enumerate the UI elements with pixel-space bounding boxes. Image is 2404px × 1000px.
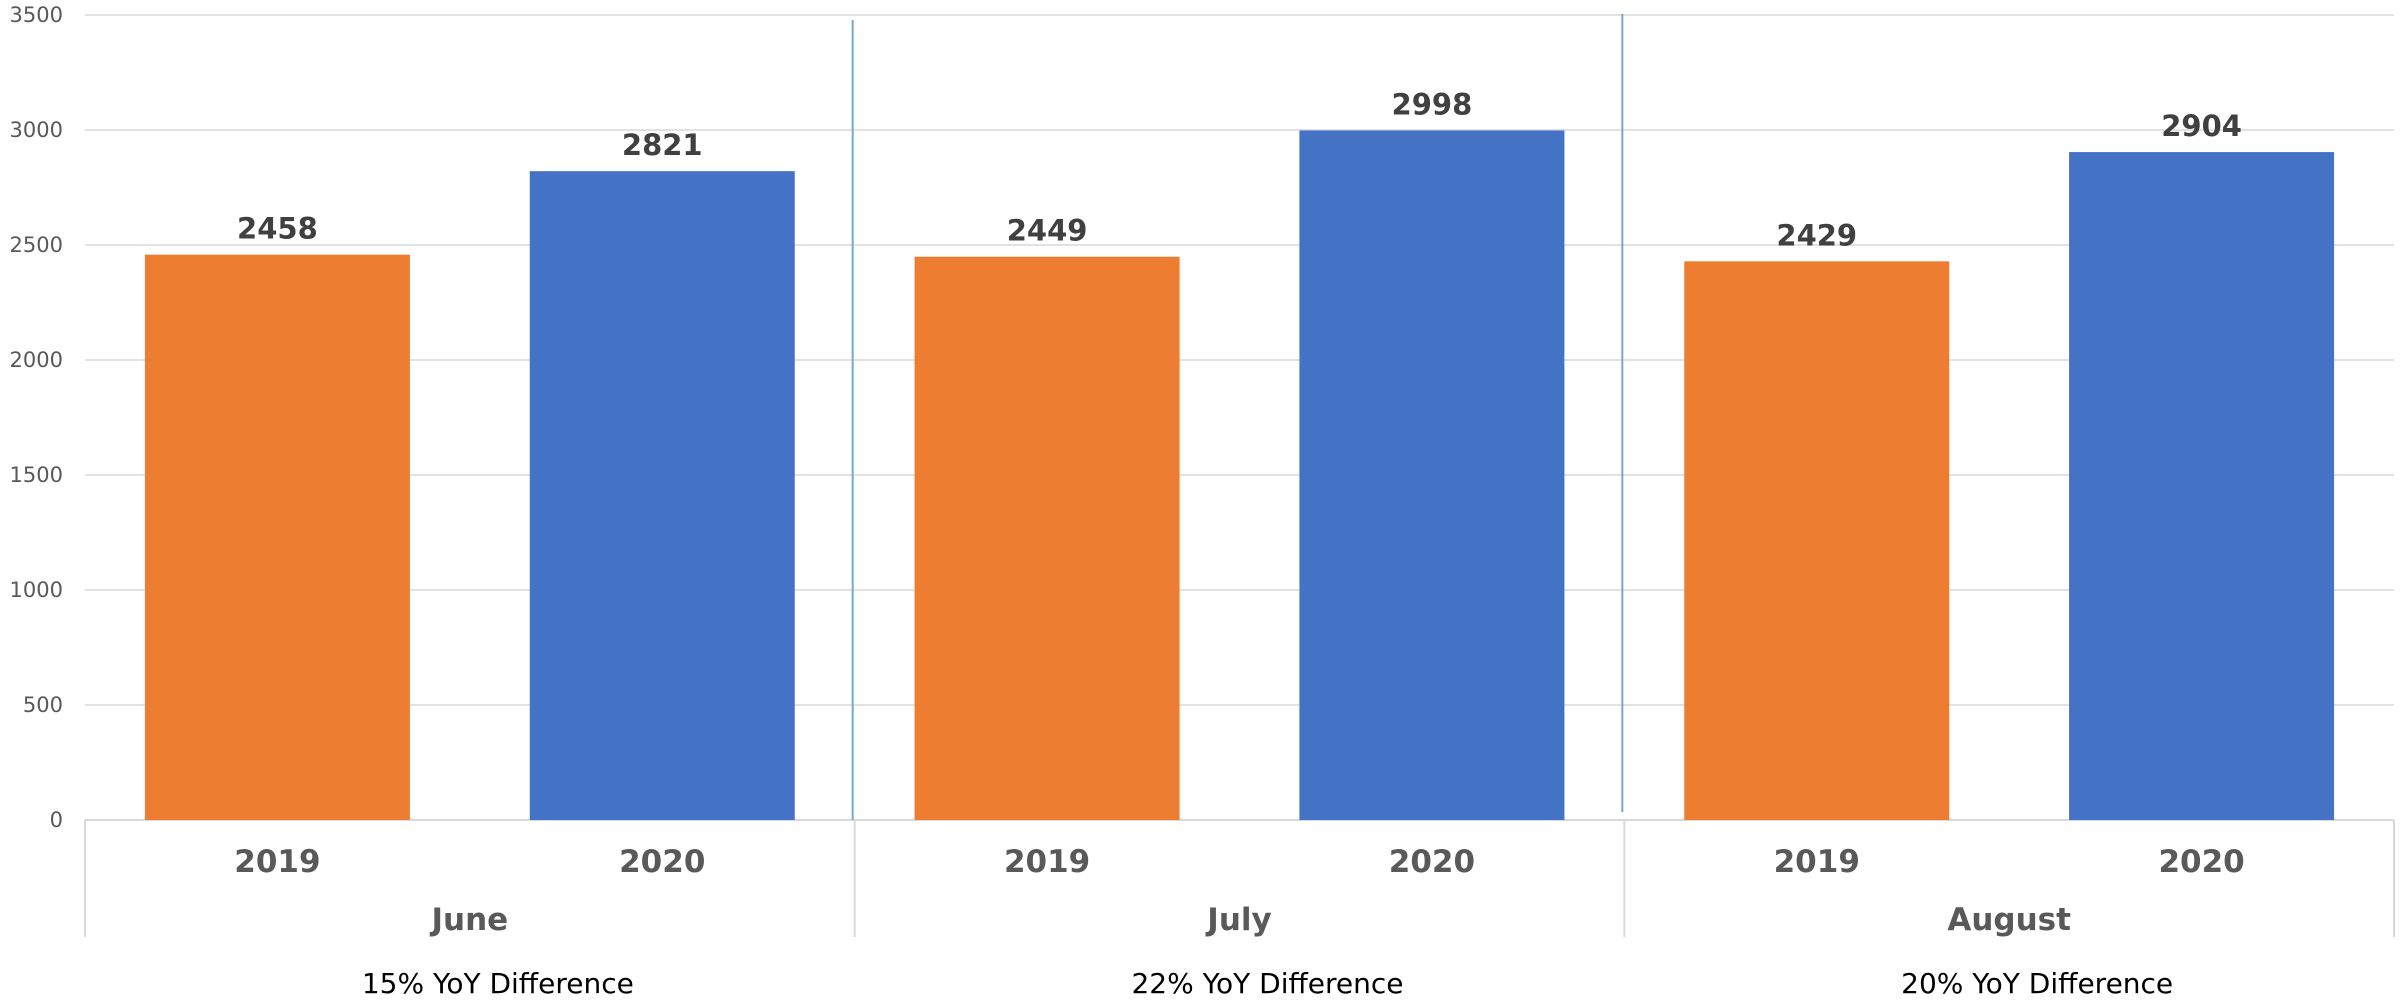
data-label: 2998 (1392, 87, 1473, 121)
data-label: 2821 (622, 128, 703, 162)
x-tick-label: 2020 (1389, 844, 1475, 880)
x-tick-label: 2019 (1004, 844, 1090, 880)
gridlines (85, 14, 2394, 821)
group-label: June (429, 902, 508, 938)
y-tick-label: 0 (50, 808, 63, 832)
data-label: 2458 (237, 212, 318, 246)
bar (2069, 152, 2335, 820)
y-tick-label: 3000 (10, 118, 63, 142)
group-label: August (1947, 902, 2071, 938)
yoy-note: 20% YoY Difference (1901, 967, 2173, 1000)
x-tick-label: 2020 (2158, 844, 2244, 880)
bar (914, 256, 1180, 821)
y-tick-label: 1000 (10, 578, 63, 602)
data-label: 2449 (1007, 214, 1088, 248)
bar (1299, 130, 1565, 820)
data-label: 2904 (2161, 109, 2242, 143)
x-tick-label: 2020 (619, 844, 705, 880)
x-tick-label: 2019 (234, 844, 320, 880)
axes (84, 14, 2395, 937)
y-tick-label: 1500 (10, 463, 63, 487)
x-tick-label: 2019 (1774, 844, 1860, 880)
bar (529, 171, 795, 821)
group-label: July (1205, 902, 1271, 938)
y-tick-label: 500 (23, 693, 63, 717)
yoy-note: 15% YoY Difference (362, 967, 634, 1000)
bar (1684, 261, 1950, 821)
data-labels: 2458 2821 2449 2998 2429 2904 (237, 87, 2242, 252)
bar (144, 254, 410, 820)
y-axis-ticks: 0 500 1000 1500 2000 2500 3000 3500 (10, 3, 63, 832)
y-tick-label: 3500 (10, 3, 63, 27)
data-label: 2429 (1776, 218, 1857, 252)
y-tick-label: 2000 (10, 348, 63, 372)
category-labels: 2019 2020 June 15% YoY Difference 2019 2020 Ju… (234, 844, 2244, 1000)
yoy-note: 22% YoY Difference (1131, 967, 1403, 1000)
bars (144, 130, 2335, 821)
y-tick-label: 2500 (10, 233, 63, 257)
